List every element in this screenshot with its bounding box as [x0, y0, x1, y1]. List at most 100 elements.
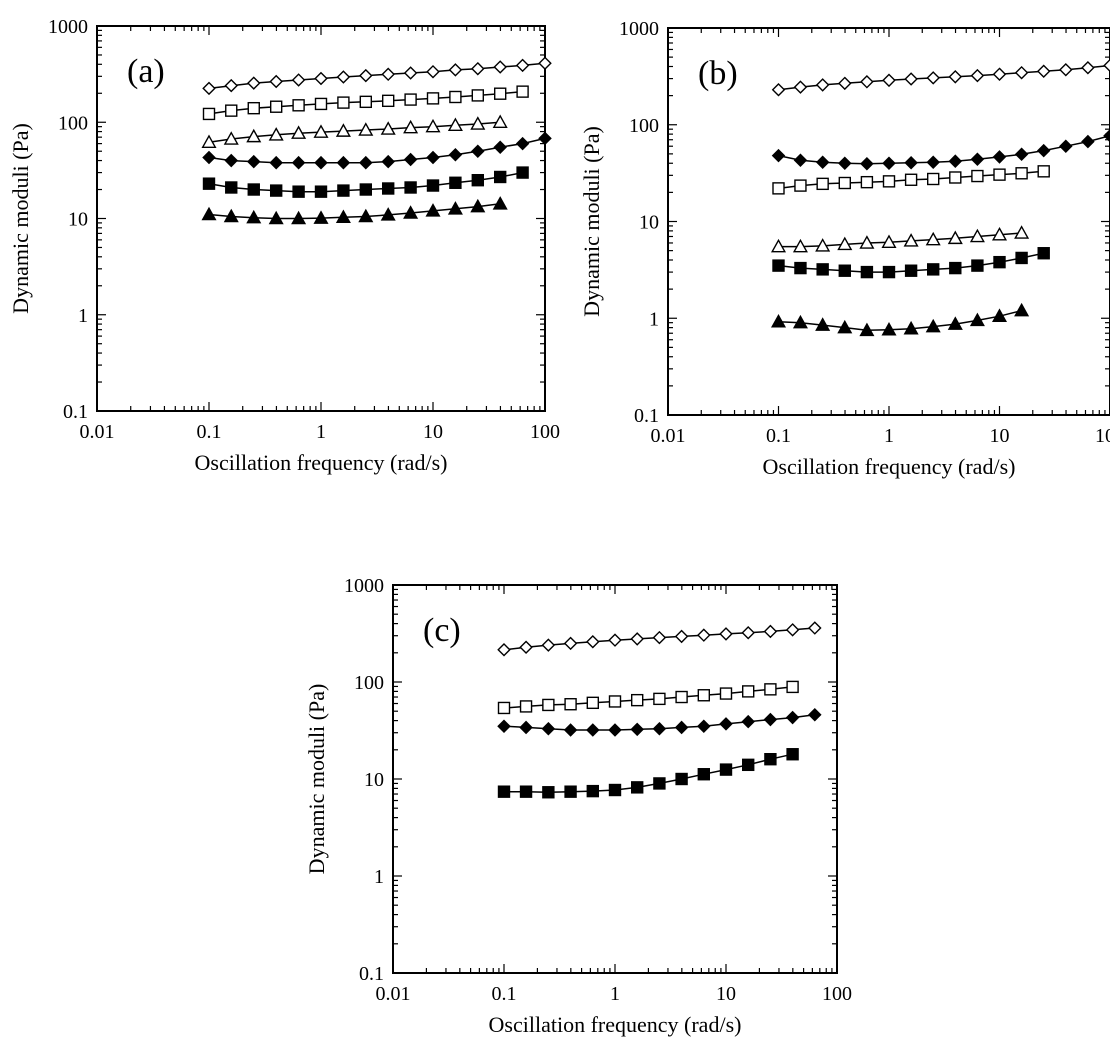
series-4 — [202, 131, 552, 170]
data-point-diamond — [793, 153, 808, 167]
data-point-diamond — [970, 68, 985, 83]
data-point-diamond — [1059, 139, 1073, 153]
data-point-diamond — [426, 64, 440, 79]
data-point-square — [359, 95, 373, 109]
data-point-square — [653, 692, 666, 706]
data-point-diamond — [497, 719, 511, 733]
data-point-square — [816, 177, 829, 191]
data-point-diamond — [882, 73, 896, 88]
data-point-square — [742, 758, 755, 772]
series-4 — [770, 225, 1030, 253]
data-point-square — [719, 763, 733, 776]
y-tick-label: 1 — [374, 866, 384, 888]
data-point-triangle — [969, 312, 985, 327]
data-point-square — [653, 777, 666, 790]
data-point-diamond — [882, 156, 896, 171]
data-point-diamond — [992, 67, 1007, 81]
data-point-diamond — [1036, 143, 1051, 158]
data-point-diamond — [403, 66, 418, 80]
data-point-triangle — [770, 238, 787, 253]
data-point-diamond — [630, 722, 644, 737]
x-tick-label: 0.01 — [80, 421, 115, 443]
data-point-diamond — [652, 630, 667, 645]
data-point-diamond — [771, 148, 786, 163]
data-point-diamond — [519, 640, 533, 655]
data-point-triangle — [1014, 225, 1030, 239]
axis-ticks — [667, 28, 1110, 416]
panel-label: (a) — [127, 53, 165, 90]
data-point-triangle — [925, 318, 941, 333]
data-point-triangle — [903, 233, 919, 247]
x-tick-label: 1 — [610, 983, 620, 1005]
data-point-diamond — [448, 63, 463, 77]
data-point-square — [1015, 251, 1028, 265]
data-point-diamond — [1036, 64, 1051, 79]
data-point-triangle — [425, 118, 441, 133]
series-6 — [201, 196, 508, 225]
data-point-square — [225, 181, 238, 194]
data-point-diamond — [838, 156, 852, 171]
data-point-square — [1037, 247, 1050, 260]
y-tick-label: 100 — [58, 112, 88, 134]
data-point-square — [631, 781, 644, 794]
data-point-triangle — [492, 114, 508, 129]
data-point-triangle — [837, 236, 853, 251]
data-point-diamond — [563, 723, 578, 737]
data-point-square — [404, 93, 417, 106]
data-point-square — [449, 90, 462, 104]
data-point-square — [794, 179, 807, 192]
data-point-diamond — [1081, 134, 1095, 149]
series-3 — [772, 165, 1050, 195]
data-point-diamond — [992, 150, 1007, 164]
data-point-diamond — [838, 76, 852, 91]
data-point-diamond — [808, 621, 822, 635]
data-point-diamond — [948, 154, 963, 168]
data-point-diamond — [224, 153, 239, 168]
data-point-triangle — [881, 234, 897, 249]
x-tick-label: 100 — [822, 983, 852, 1005]
data-point-diamond — [674, 629, 689, 644]
data-point-diamond — [314, 155, 328, 170]
data-point-triangle — [380, 207, 396, 221]
data-point-diamond — [1059, 63, 1073, 77]
data-point-triangle — [792, 314, 808, 329]
data-point-triangle — [246, 209, 262, 224]
data-point-square — [904, 264, 918, 277]
data-point-triangle — [859, 322, 875, 337]
data-point-square — [882, 265, 896, 279]
data-point-diamond — [403, 152, 418, 167]
data-point-diamond — [359, 68, 373, 83]
y-axis-title: Dynamic moduli (Pa) — [579, 126, 604, 317]
data-point-diamond — [741, 625, 755, 640]
data-point-square — [764, 753, 777, 766]
data-point-square — [493, 170, 507, 184]
y-tick-label: 1 — [649, 308, 659, 330]
x-axis-title: Oscillation frequency (rad/s) — [489, 1012, 742, 1037]
data-point-square — [786, 680, 799, 694]
data-point-triangle — [969, 228, 985, 243]
data-point-diamond — [246, 76, 261, 90]
data-point-diamond — [697, 628, 711, 642]
data-point-triangle — [380, 121, 396, 135]
y-tick-label: 10 — [639, 212, 659, 234]
y-tick-label: 0.1 — [63, 401, 88, 423]
data-point-square — [608, 783, 622, 797]
data-point-diamond — [1103, 128, 1110, 143]
data-point-diamond — [381, 67, 395, 82]
data-point-diamond — [926, 155, 940, 169]
data-point-square — [314, 97, 328, 111]
data-point-diamond — [269, 155, 283, 170]
data-point-diamond — [314, 71, 328, 86]
data-point-square — [860, 175, 874, 189]
data-point-square — [697, 768, 711, 781]
data-point-diamond — [970, 152, 985, 167]
data-point-square — [426, 92, 440, 105]
data-point-square — [516, 85, 529, 98]
data-point-triangle — [470, 198, 486, 213]
data-point-triangle — [403, 119, 419, 134]
data-point-triangle — [447, 201, 463, 215]
